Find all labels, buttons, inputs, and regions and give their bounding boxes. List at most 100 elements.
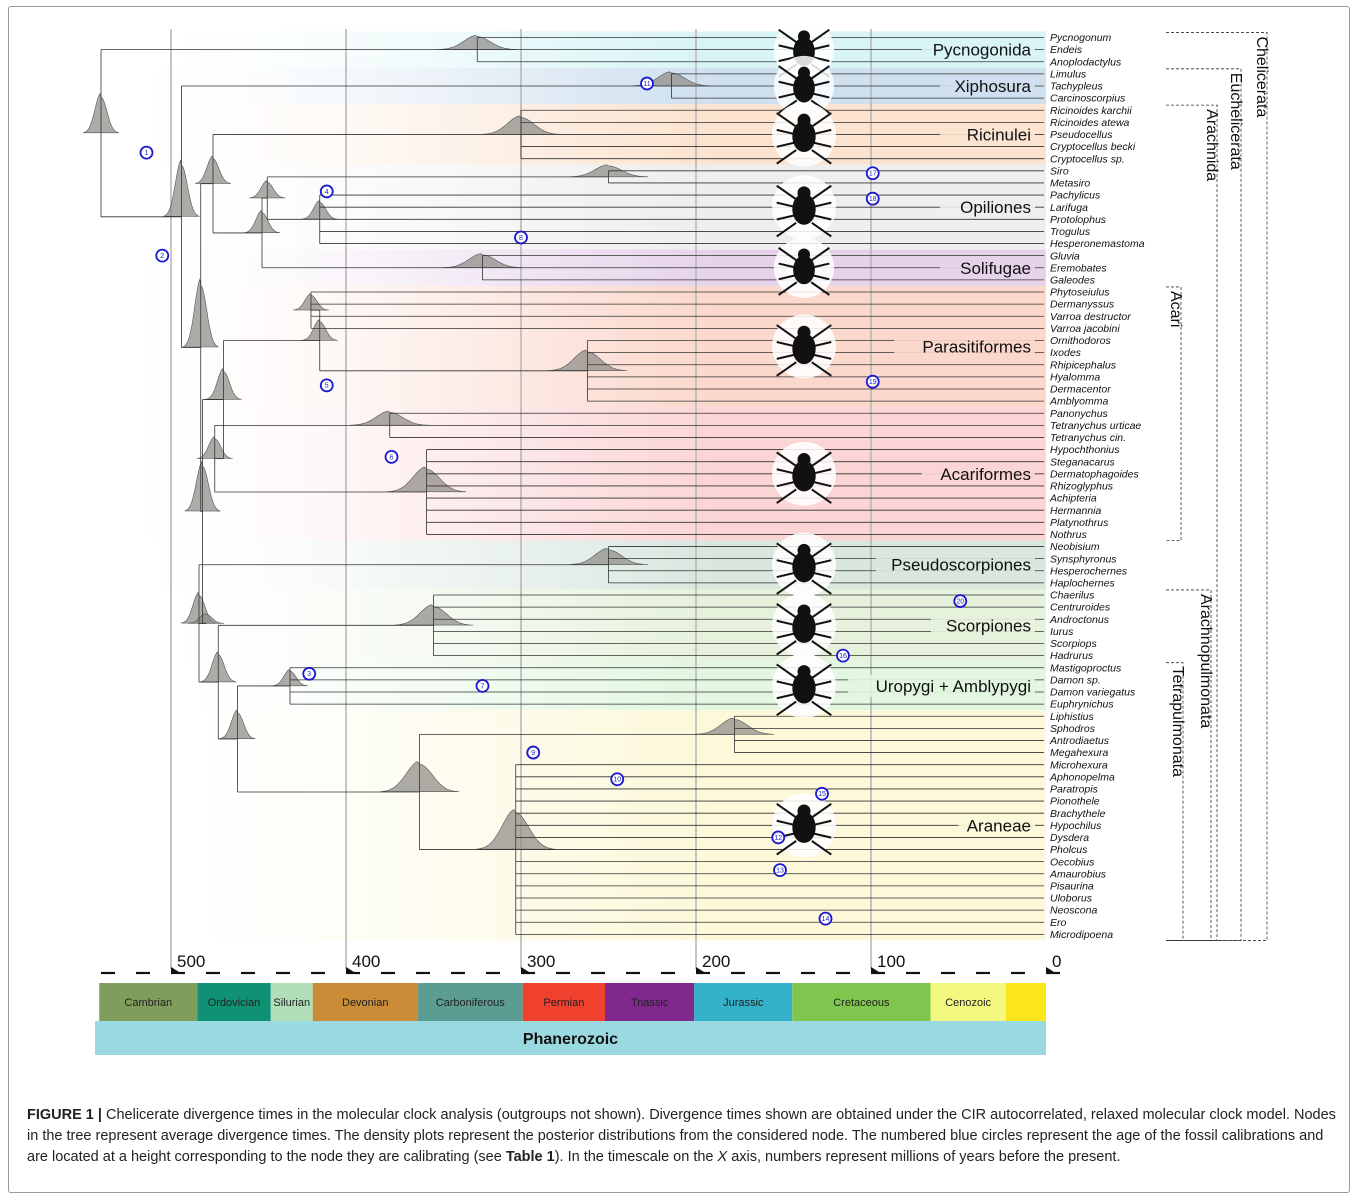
taxon-label: Metasiro [1050,178,1090,190]
taxon-label: Hadrurus [1050,650,1094,662]
calibration-circle [319,184,334,199]
taxon-label: Microdipoena [1050,929,1113,941]
calibration-circle [302,666,317,681]
taxon-label: Dermacentor [1050,384,1111,396]
calibration-number: 7 [481,683,485,690]
time-axis: 500 400 300 200 100 0 [101,952,1061,975]
clade-label: Solifugae [960,259,1031,278]
clade-label: Pseudoscorpiones [891,556,1031,575]
taxon-label: Rhizoglyphus [1050,481,1114,493]
calibration-number: 6 [390,454,394,461]
tree-branches [100,37,1044,935]
taxon-label: Ero [1050,917,1067,929]
period-cell [312,983,418,1021]
taxon-label: Damon variegatus [1050,687,1136,699]
calibration-circle [865,166,880,181]
calibration-number: 17 [869,171,877,178]
clade-label: Parasitiformes [922,338,1031,357]
taxon-label: Haplochernes [1050,578,1116,590]
axis-tick-label: 0 [1052,952,1061,971]
solifuge-icon [773,237,835,298]
higher-group-brackets: Chelicerata Euchelicerata Arachnida Acari Ar… [1166,32,1270,941]
taxon-label: Carcinoscorpius [1050,93,1126,105]
period-bar: Cambrian Ordovician Silurian Devonian Carbon… [95,983,1046,1055]
taxon-label: Achipteria [1049,493,1097,505]
taxon-label: Tetranychus urticae [1050,420,1141,432]
taxon-label: Uloborus [1050,893,1093,905]
caption-text-3: axis, numbers represent millions of year… [727,1149,1121,1165]
period-cell [792,983,931,1021]
period-label: Devonian [342,997,388,1009]
calibration-circle [773,863,787,878]
ricinuleid-icon [772,102,836,167]
taxon-label: Pionothele [1050,796,1100,808]
period-cell [99,983,198,1021]
calibration-circle [319,378,334,393]
calibration-circle [818,911,833,926]
period-cell [694,983,793,1021]
clade-label-bg [940,74,1035,97]
calibration-number: 5 [325,383,329,390]
group-label: Tetrapulmonata [1169,667,1186,777]
taxon-label: Oecobius [1050,856,1095,868]
taxon-label: Megahexura [1050,747,1109,759]
axis-tick-mark [696,967,704,973]
taxon-label: Microhexura [1050,759,1108,771]
group-bracket [1166,32,1268,941]
taxon-label: Gluvia [1050,250,1080,262]
calibration-number: 9 [531,750,535,757]
taxon-label: Ricinoides atewa [1050,117,1130,129]
taxon-label: Brachythele [1050,808,1106,820]
calibration-number: 15 [818,791,826,798]
clade-label: Scorpiones [946,616,1031,635]
period-cell [1005,983,1046,1021]
taxon-label: Phytoseiulus [1050,287,1110,299]
calibration-number: 8 [519,235,523,242]
calibration-circle [155,248,170,263]
period-cell [605,983,695,1021]
clade-label: Acariformes [940,465,1031,484]
taxon-label: Iurus [1050,626,1074,638]
taxon-label: Sphodros [1050,723,1096,735]
period-label: Ordovician [208,997,261,1009]
taxon-label: Trogulus [1050,226,1091,238]
group-label: Arachnida [1203,109,1220,181]
taxon-label: Cryptocellus becki [1050,141,1136,153]
group-bracket [1166,286,1182,541]
taxon-label: Tetranychus cin. [1050,432,1126,444]
taxon-label: Neobisium [1050,541,1100,553]
axis-tick-label: 100 [877,952,905,971]
mite-icon [772,441,836,506]
taxon-label: Cryptocellus sp. [1050,153,1125,165]
axis-tick-mark [346,967,354,973]
group-bracket [1166,589,1212,941]
caption-label: FIGURE 1 | [27,1107,102,1123]
clade-label-bg [875,553,1035,576]
axis-tick-label: 400 [352,952,380,971]
calibration-circle [514,230,528,245]
period-cell [270,983,313,1021]
period-label: Cambrian [124,997,172,1009]
clade-label-bg [848,674,1035,697]
group-bracket [1166,662,1184,941]
axis-tick-mark [1046,967,1054,973]
taxon-label: Pisaurina [1050,881,1094,893]
taxon-label: Varroa destructor [1050,311,1131,323]
calibration-number: 16 [839,653,847,660]
horseshoe-crab-icon [773,55,835,117]
period-cell [930,983,1006,1021]
period-cell [417,983,523,1021]
taxon-label: Amaurobius [1049,868,1107,880]
taxon-label: Hypochilus [1050,820,1102,832]
taxon-label: Siro [1050,165,1069,177]
taxon-label: Antrodiaetus [1049,735,1110,747]
taxon-label: Limulus [1050,68,1087,80]
whip-scorpion-icon [772,653,836,718]
taxon-label: Ricinoides karchii [1050,105,1132,117]
taxon-label: Euphrynichus [1050,699,1114,711]
period-label: Cretaceous [833,997,890,1009]
calibration-number: 13 [776,868,784,875]
taxon-label: Chaerilus [1050,590,1095,602]
timetree-chart: PycnogonumEndeisAnoplodactylusLimulusTac… [82,19,1270,1055]
clade-label-bg [940,256,1035,279]
